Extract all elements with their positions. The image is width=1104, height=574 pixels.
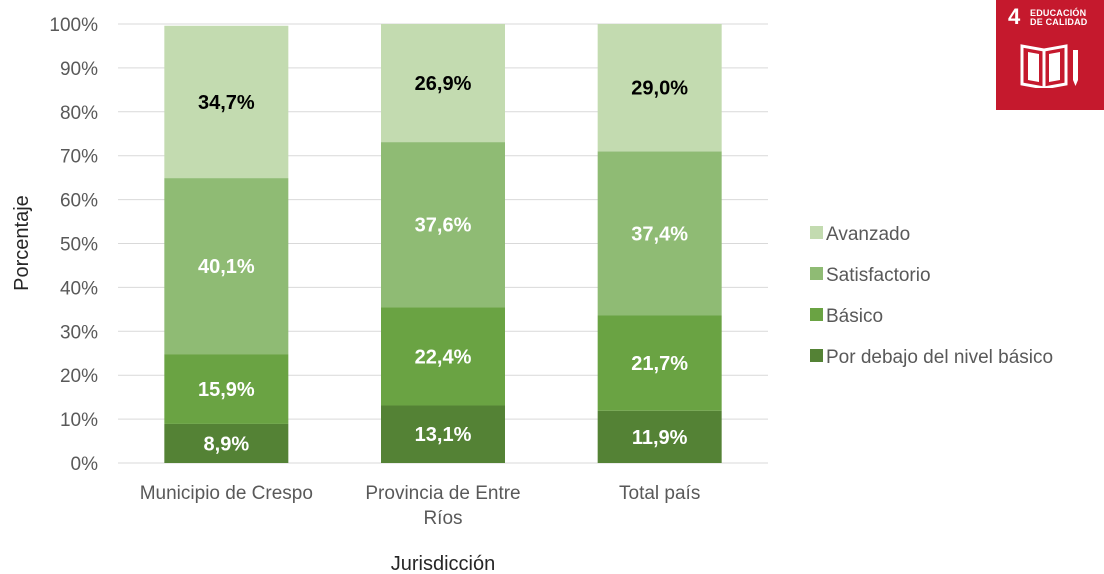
legend-entry: Básico	[826, 306, 883, 327]
bar-segment	[164, 354, 289, 424]
bar-segment	[381, 405, 505, 463]
x-tick-label: Ríos	[423, 508, 462, 529]
data-label: 11,9%	[632, 427, 688, 449]
bar-segment	[381, 24, 505, 143]
y-tick-label: 30%	[60, 322, 98, 343]
bar-segment	[597, 315, 722, 411]
data-label: 8,9%	[204, 433, 250, 455]
y-tick-label: 70%	[60, 147, 98, 168]
bar-segment	[164, 178, 289, 355]
data-label: 37,4%	[631, 223, 688, 245]
legend: Avanzado Satisfactorio Básico Por debajo de…	[810, 224, 1053, 368]
data-label: 29,0%	[631, 78, 688, 100]
sdg-4-badge: 4 EDUCACIÓN DE CALIDAD	[996, 0, 1104, 110]
sdg-title-line-1: EDUCACIÓN	[1030, 8, 1087, 18]
y-tick-label: 50%	[60, 235, 98, 256]
legend-swatch	[810, 267, 823, 280]
legend-swatch	[810, 226, 823, 239]
bar-segment	[597, 410, 722, 463]
data-label: 40,1%	[198, 256, 255, 278]
legend-swatch	[810, 349, 823, 362]
data-label: 26,9%	[415, 73, 472, 95]
x-tick-label: Provincia de Entre	[365, 483, 520, 504]
bar-segment	[381, 142, 505, 308]
book-pencil-icon	[1020, 44, 1078, 88]
data-label: 37,6%	[415, 215, 472, 237]
y-tick-label: 40%	[60, 278, 98, 299]
bars: 8,9% 15,9% 40,1% 34,7% 13,1% 22,4% 37,6% 26,9% 1…	[164, 24, 722, 463]
y-tick-label: 80%	[60, 103, 98, 124]
x-axis-title: Jurisdicción	[391, 553, 495, 574]
data-label: 13,1%	[415, 424, 472, 446]
bar-segment	[381, 307, 505, 406]
y-tick-label: 0%	[71, 454, 99, 475]
x-tick-label: Total país	[619, 483, 700, 504]
y-axis-title: Porcentaje	[11, 195, 33, 291]
legend-entry: Avanzado	[826, 224, 910, 245]
legend-swatch	[810, 308, 823, 321]
bar-segment	[597, 24, 722, 152]
y-tick-label: 100%	[49, 15, 98, 36]
y-tick-label: 60%	[60, 191, 98, 212]
data-label: 22,4%	[415, 346, 472, 368]
sdg-title-line-2: DE CALIDAD	[1030, 17, 1088, 27]
data-label: 15,9%	[198, 379, 255, 401]
x-axis-ticks: Municipio de Crespo Provincia de Entre Río…	[140, 483, 701, 529]
y-tick-label: 10%	[60, 410, 98, 431]
bar-segment	[597, 151, 722, 316]
data-label: 21,7%	[631, 353, 688, 375]
data-label: 34,7%	[198, 92, 255, 114]
y-axis-ticks: 0% 10% 20% 30% 40% 50% 60% 70% 80% 90% 100%	[49, 15, 98, 475]
x-tick-label: Municipio de Crespo	[140, 483, 313, 504]
legend-entry: Por debajo del nivel básico	[826, 347, 1053, 368]
y-tick-label: 90%	[60, 59, 98, 80]
legend-entry: Satisfactorio	[826, 265, 931, 286]
bar-segment	[164, 25, 289, 179]
bar-segment	[164, 423, 289, 463]
y-tick-label: 20%	[60, 366, 98, 387]
sdg-number: 4	[1008, 4, 1021, 29]
